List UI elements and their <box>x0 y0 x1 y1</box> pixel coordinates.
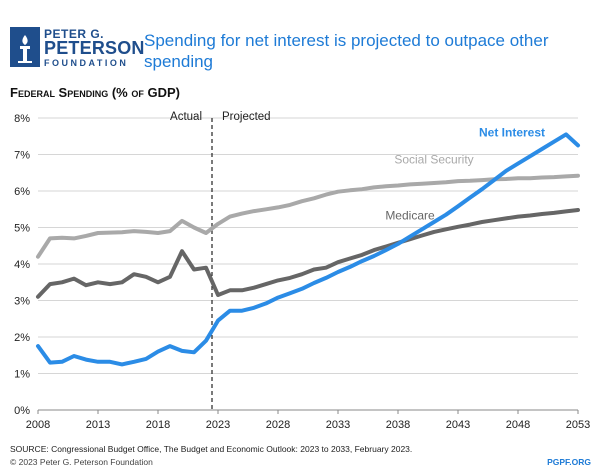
y-tick-label: 5% <box>14 223 30 235</box>
copyright-note: © 2023 Peter G. Peterson Foundation <box>10 457 153 467</box>
chart-subtitle: Federal Spending (% of GDP) <box>10 85 180 100</box>
chart-title: Spending for net interest is projected t… <box>144 31 549 71</box>
y-tick-label: 1% <box>14 369 30 381</box>
x-tick-label: 2043 <box>446 419 470 431</box>
x-tick-label: 2008 <box>26 419 50 431</box>
site-link[interactable]: PGPF.ORG <box>547 457 591 467</box>
y-tick-label: 3% <box>14 296 30 308</box>
source-note: SOURCE: Congressional Budget Office, The… <box>10 444 413 454</box>
logo-line1: PETER G. <box>44 27 105 41</box>
x-tick-label: 2038 <box>386 419 410 431</box>
series-line-medicare <box>36 208 580 299</box>
subtitle-text: Federal Spending (% of GDP) <box>10 85 180 100</box>
series-line-net-interest <box>36 132 580 367</box>
x-tick-label: 2013 <box>86 419 110 431</box>
projected-label: Projected <box>222 111 271 123</box>
y-tick-label: 2% <box>14 332 30 344</box>
x-tick-label: 2023 <box>206 419 230 431</box>
series-label-social-security: Social Security <box>394 153 473 167</box>
x-tick-label: 2018 <box>146 419 170 431</box>
series-label-medicare: Medicare <box>385 208 435 222</box>
y-tick-label: 7% <box>14 150 30 162</box>
y-tick-label: 0% <box>14 405 30 417</box>
actual-label: Actual <box>170 111 202 123</box>
y-tick-label: 6% <box>14 186 30 198</box>
x-tick-label: 2033 <box>326 419 350 431</box>
y-tick-label: 8% <box>14 113 30 125</box>
peterson-foundation-logo: PETER G. PETERSON FOUNDATION <box>10 27 144 71</box>
x-tick-label: 2048 <box>506 419 530 431</box>
line-chart: 0% 1% 2% 3% 4% 5% 6% 7% 8% 2008 2013 2018 2023 2028 20… <box>14 111 590 431</box>
y-tick-label: 4% <box>14 259 30 271</box>
torch-icon <box>10 27 40 67</box>
series-label-net-interest: Net Interest <box>479 125 545 139</box>
logo-line3: FOUNDATION <box>44 58 129 68</box>
logo-line2: PETERSON <box>44 38 145 58</box>
x-tick-label: 2028 <box>266 419 290 431</box>
x-tick-label: 2053 <box>566 419 590 431</box>
series-line-social-security <box>36 173 580 259</box>
